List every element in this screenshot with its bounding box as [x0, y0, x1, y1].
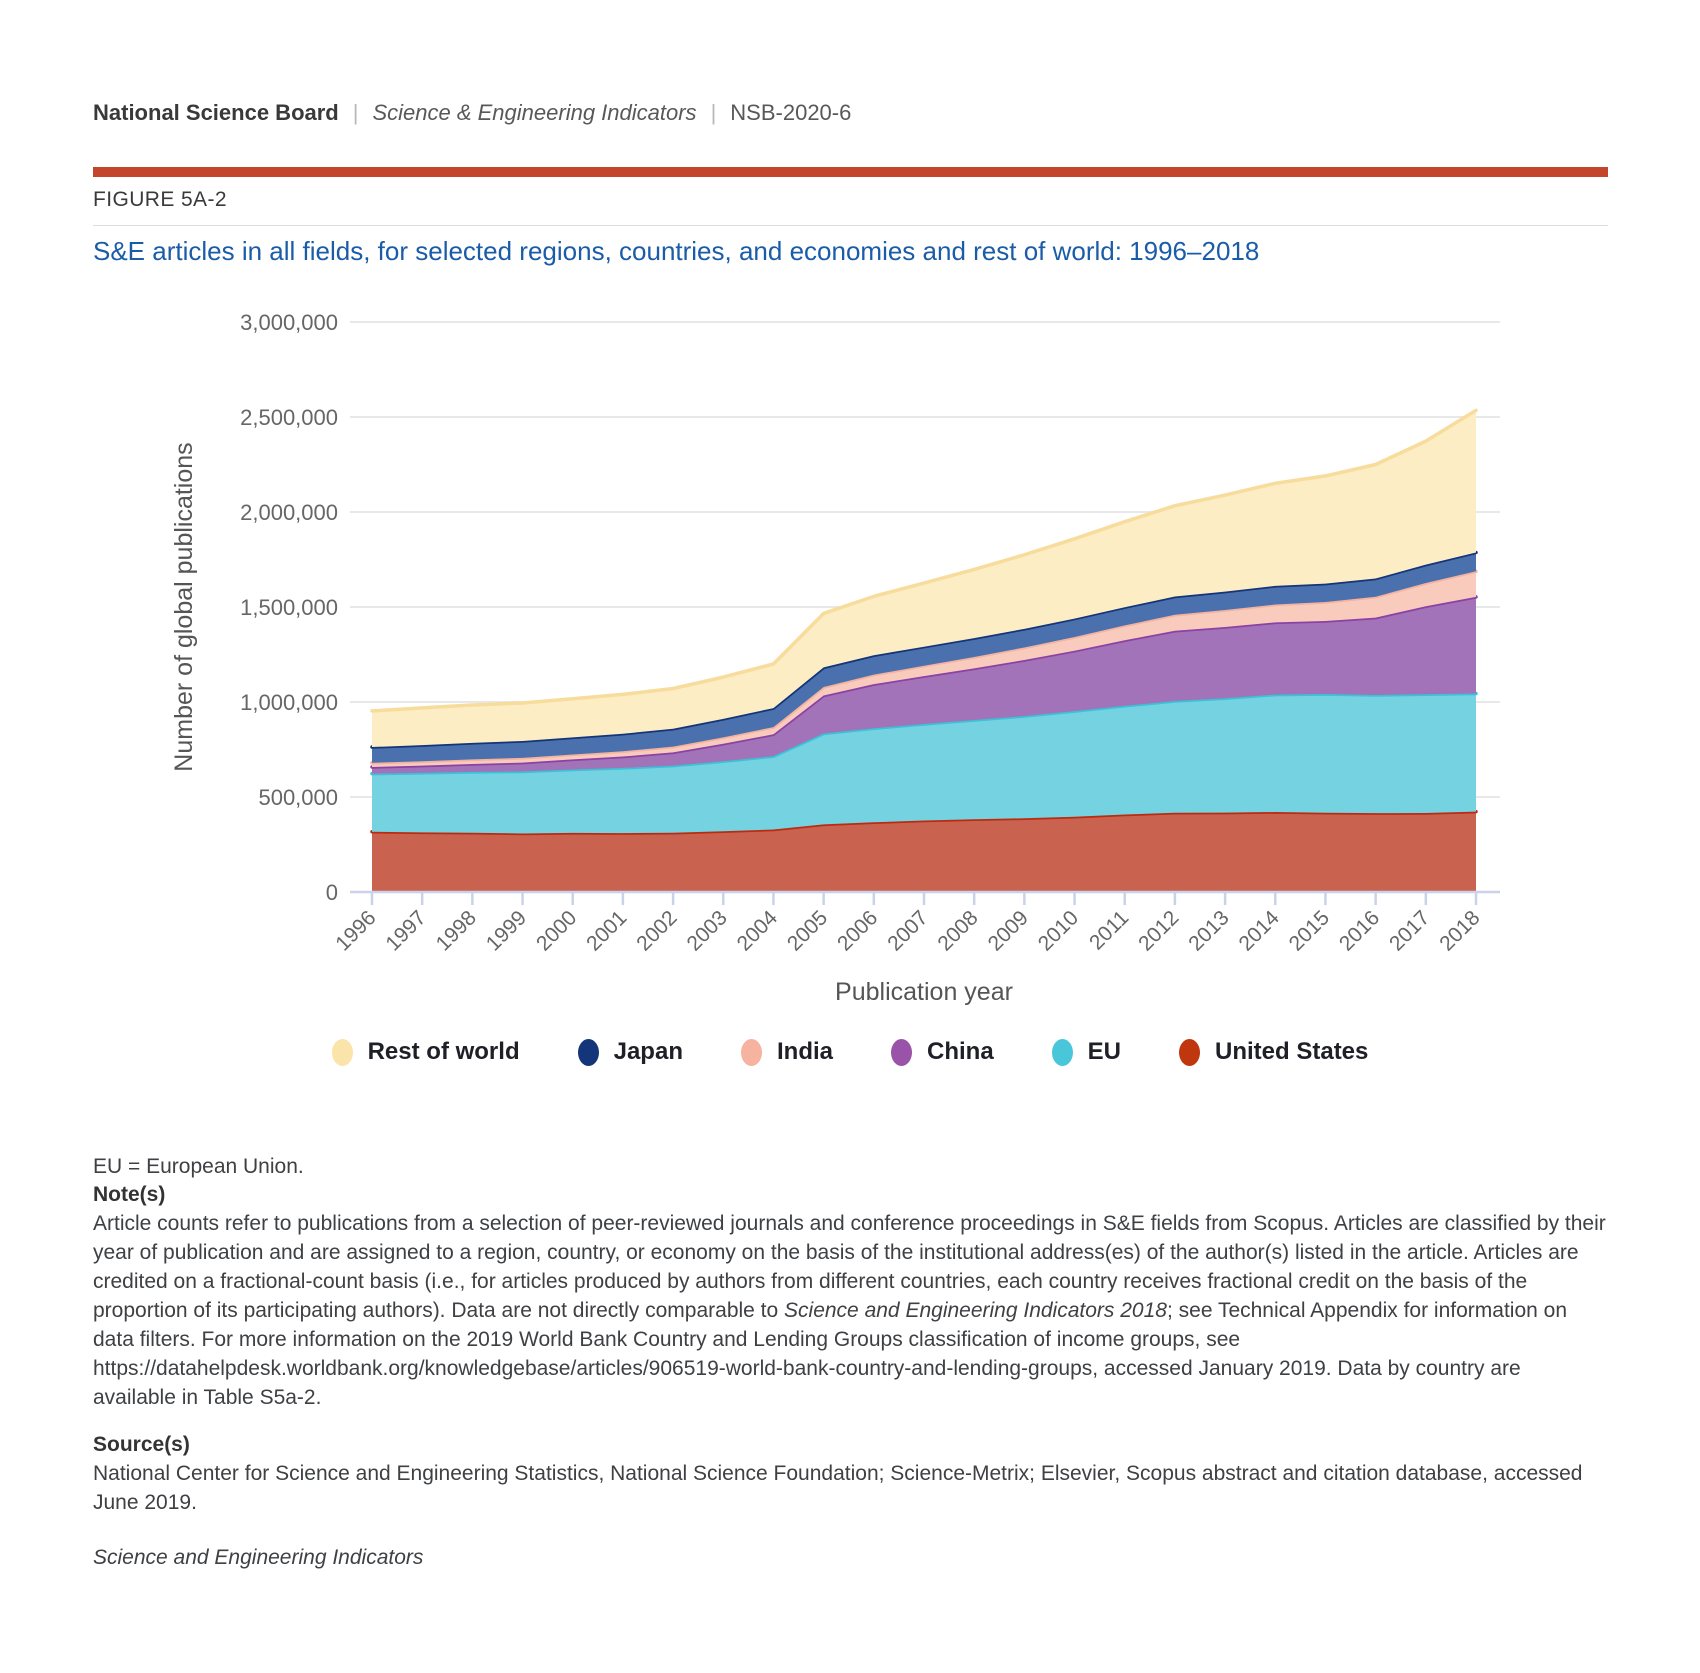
y-tick-label: 3,000,000	[240, 310, 338, 335]
x-tick-label: 2017	[1385, 906, 1434, 955]
x-tick-label: 2010	[1034, 906, 1083, 955]
legend-label: United States	[1215, 1038, 1369, 1065]
y-tick-label: 1,000,000	[240, 690, 338, 715]
publication-name: Science & Engineering Indicators	[372, 100, 697, 125]
x-tick-label: 2015	[1285, 906, 1334, 955]
y-tick-label: 1,500,000	[240, 595, 338, 620]
x-tick-label: 2001	[582, 906, 631, 955]
y-tick-label: 0	[326, 880, 338, 905]
x-tick-label: 2009	[984, 906, 1033, 955]
figure-label: FIGURE 5A-2	[93, 188, 227, 211]
x-tick-label: 2004	[733, 906, 783, 956]
x-tick-label: 2008	[933, 906, 982, 955]
legend-label: Rest of world	[367, 1038, 520, 1065]
sources-heading: Source(s)	[93, 1433, 190, 1456]
legend-item-united-states[interactable]: United States	[1179, 1038, 1368, 1066]
x-tick-label: 2014	[1235, 906, 1285, 956]
legend-item-china[interactable]: China	[891, 1038, 994, 1066]
x-tick-label: 2013	[1184, 906, 1233, 955]
divider-line	[93, 225, 1608, 226]
legend-item-japan[interactable]: Japan	[577, 1038, 683, 1066]
legend-label: EU	[1087, 1038, 1122, 1065]
notes-text-run: ; see Technical Appendix for information…	[93, 1299, 1567, 1409]
legend-swatch-china	[891, 1038, 912, 1066]
x-tick-label: 1997	[381, 906, 430, 955]
x-tick-label: 2003	[683, 906, 732, 955]
area-india[interactable]	[372, 571, 1476, 767]
accent-bar	[93, 167, 1608, 177]
area-japan[interactable]	[372, 552, 1476, 763]
x-tick-label: 2002	[632, 906, 681, 955]
x-tick-label: 2007	[883, 906, 932, 955]
legend-swatch-united-states	[1179, 1038, 1201, 1066]
area-united-states[interactable]	[372, 811, 1476, 892]
area-china[interactable]	[372, 596, 1476, 774]
legend-swatch-rest-of-world	[331, 1038, 353, 1066]
legend-label: China	[927, 1038, 994, 1065]
stacked-area-chart[interactable]: 0 500,000 1,000,000 1,500,000 2,000,000 2,500…	[0, 270, 1700, 1050]
x-tick-label: 1999	[482, 906, 531, 955]
header-separator: |	[710, 100, 717, 125]
legend-swatch-india	[740, 1038, 762, 1066]
legend-item-india[interactable]: India	[740, 1038, 833, 1066]
legend-item-eu[interactable]: EU	[1051, 1038, 1122, 1066]
legend-swatch-eu	[1051, 1038, 1073, 1066]
figure-title: S&E articles in all fields, for selected…	[93, 236, 1260, 266]
header-separator: |	[352, 100, 359, 125]
boundary-rest-of-world	[370, 408, 1478, 713]
x-tick-label: 2000	[532, 906, 581, 955]
report-id: NSB-2020-6	[730, 100, 852, 125]
x-tick-label: 2011	[1085, 906, 1133, 954]
legend-item-rest-of-world[interactable]: Rest of world	[331, 1038, 520, 1066]
chart-legend: Rest of world Japan India China EU United Sta…	[0, 1038, 1700, 1066]
org-name: National Science Board	[93, 100, 339, 125]
area-eu[interactable]	[372, 693, 1476, 834]
legend-label: Japan	[613, 1038, 683, 1065]
notes-text-run: Science and Engineering Indicators 2018	[784, 1299, 1167, 1322]
report-header: National Science Board | Science & Enginee…	[93, 100, 851, 126]
x-axis-title: Publication year	[835, 978, 1013, 1006]
x-tick-label: 2005	[783, 906, 832, 955]
area-rest-of-world[interactable]	[372, 410, 1476, 748]
x-tick-label: 2012	[1134, 906, 1183, 955]
notes-heading: Note(s)	[93, 1183, 166, 1206]
x-tick-label: 1996	[331, 906, 380, 955]
y-tick-label: 2,500,000	[240, 405, 338, 430]
legend-label: India	[776, 1038, 833, 1065]
y-tick-label: 2,000,000	[240, 500, 338, 525]
x-tick-label: 2016	[1335, 906, 1384, 955]
x-tick-label: 2018	[1435, 906, 1484, 955]
x-tick-label: 1998	[432, 906, 481, 955]
x-tick-label: 2006	[833, 906, 882, 955]
sources-paragraph: National Center for Science and Engineer…	[93, 1462, 1583, 1514]
notes-paragraph: Article counts refer to publications fro…	[93, 1209, 1608, 1412]
notes-text-run: Article counts refer to publications fro…	[93, 1212, 1606, 1322]
y-axis-title: Number of global publications	[170, 442, 198, 771]
legend-swatch-japan	[577, 1038, 599, 1066]
y-tick-label: 500,000	[258, 785, 338, 810]
eu-abbreviation-note: EU = European Union.	[93, 1155, 304, 1178]
footer-publication-name: Science and Engineering Indicators	[93, 1546, 424, 1569]
